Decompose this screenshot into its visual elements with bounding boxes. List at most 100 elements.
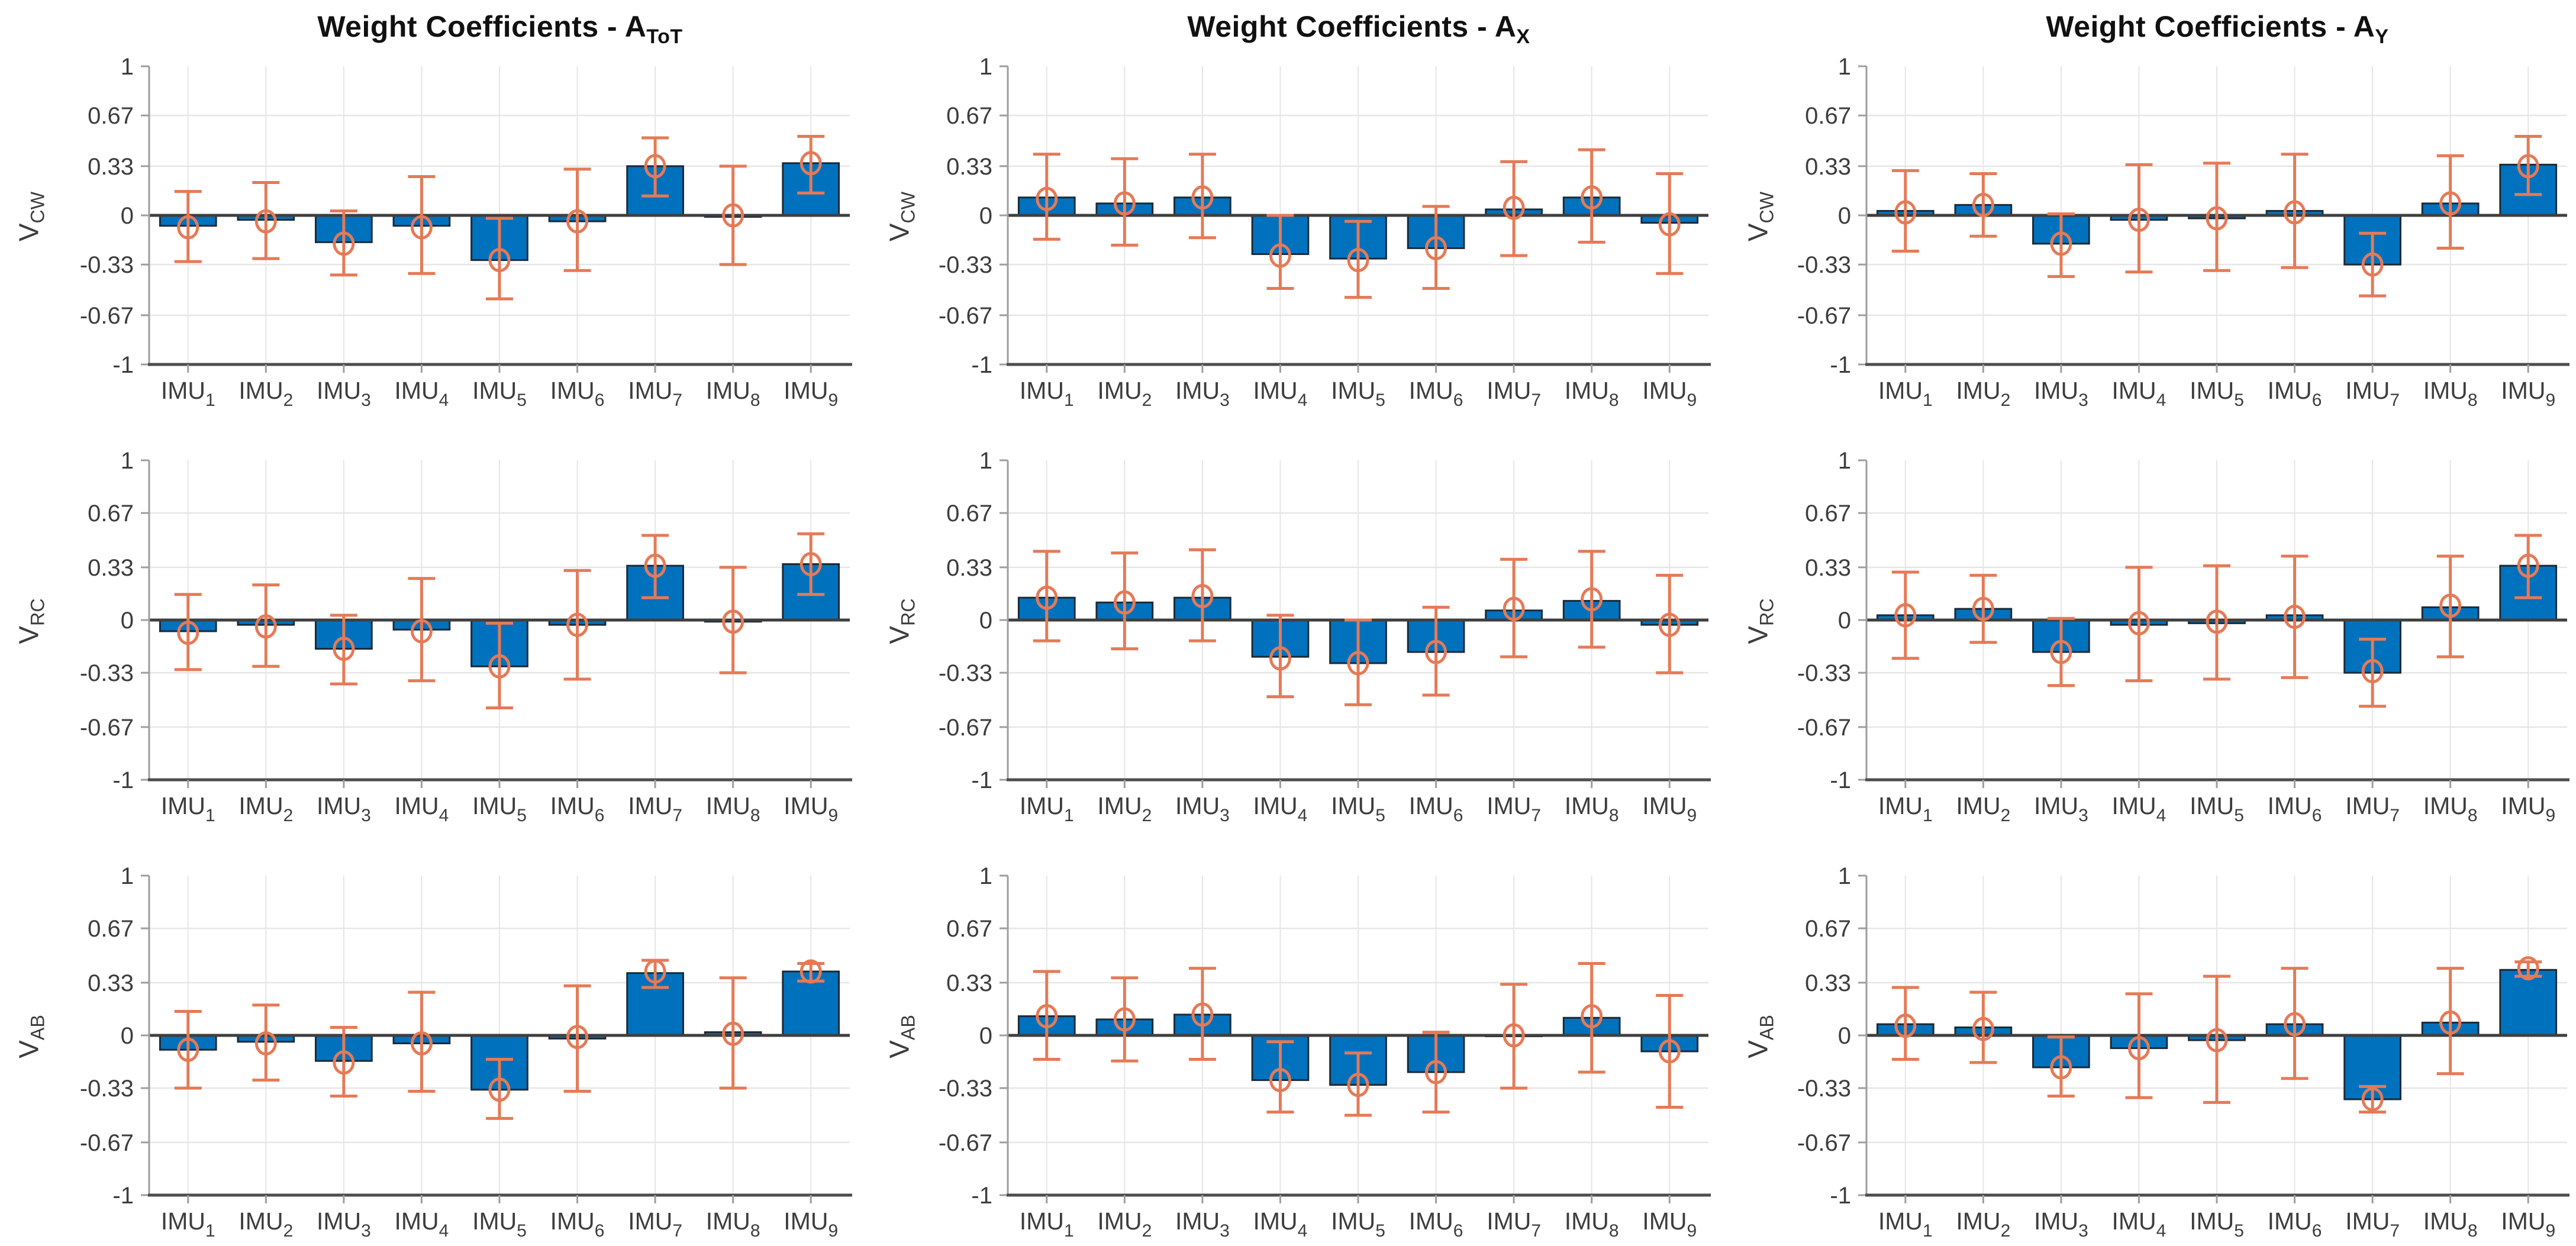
svg-text:IMU9: IMU9 [784,377,838,410]
subplot-atot-vcw: 1 0.67 0.33 0 -0.33 -0.67 -1 IMU1 IMU2 IMU3 IMU4 IM… [0,0,859,415]
svg-text:0.33: 0.33 [1805,555,1851,581]
svg-text:IMU9: IMU9 [784,792,838,825]
svg-text:0: 0 [1838,203,1851,229]
subplot-ax-vrc: 1 0.67 0.33 0 -0.33 -0.67 -1 IMU1 IMU2 IMU3 IMU4 IM… [859,415,1717,831]
svg-text:-0.67: -0.67 [80,715,134,741]
svg-text:-1: -1 [1830,352,1851,378]
svg-text:IMU8: IMU8 [1565,377,1619,410]
svg-text:IMU1: IMU1 [161,377,215,410]
svg-text:0: 0 [1838,608,1851,634]
svg-text:IMU8: IMU8 [2423,377,2478,410]
svg-text:IMU3: IMU3 [1175,1208,1230,1241]
svg-text:IMU1: IMU1 [1020,792,1074,825]
svg-text:-1: -1 [971,767,992,793]
svg-text:-0.33: -0.33 [939,252,992,278]
svg-text:0.67: 0.67 [946,501,992,527]
svg-text:-0.33: -0.33 [939,660,992,686]
svg-text:IMU5: IMU5 [472,377,527,410]
svg-text:IMU1: IMU1 [1020,1208,1074,1241]
svg-text:IMU9: IMU9 [1642,792,1697,825]
svg-text:IMU9: IMU9 [1642,377,1697,410]
chart-svg: 1 0.67 0.33 0 -0.33 -0.67 -1 IMU1 IMU2 IMU3 IMU4 IM… [1797,448,2569,825]
svg-text:1: 1 [979,448,992,474]
svg-text:IMU7: IMU7 [1487,792,1541,825]
svg-text:-1: -1 [971,352,992,378]
y-axis-label-vcw: VCW [13,191,49,242]
svg-text:0.67: 0.67 [946,916,992,942]
svg-text:IMU2: IMU2 [238,1208,293,1241]
svg-text:IMU4: IMU4 [395,792,449,825]
svg-text:IMU4: IMU4 [2112,792,2166,825]
svg-text:-1: -1 [112,1183,134,1209]
svg-text:-0.33: -0.33 [939,1076,992,1102]
svg-text:0: 0 [979,203,992,229]
y-axis-label-vcw: VCW [1742,191,1778,242]
svg-text:0.33: 0.33 [1805,970,1851,996]
svg-text:0.67: 0.67 [1805,501,1851,527]
y-axis-label-vrc: VRC [1742,598,1778,644]
svg-text:IMU7: IMU7 [628,377,682,410]
svg-text:IMU2: IMU2 [1097,792,1152,825]
chart-svg: 1 0.67 0.33 0 -0.33 -0.67 -1 IMU1 IMU2 IMU3 IMU4 IM… [939,54,1711,410]
svg-text:0.33: 0.33 [1805,154,1851,180]
svg-text:-0.67: -0.67 [1797,1130,1851,1156]
svg-text:IMU3: IMU3 [317,1208,371,1241]
chart-title-ay: Weight Coefficients - AY [2046,10,2389,48]
chart-svg: 1 0.67 0.33 0 -0.33 -0.67 -1 IMU1 IMU2 IMU3 IMU4 IM… [939,863,1711,1241]
svg-text:IMU1: IMU1 [1878,1208,1933,1241]
subplot-ay-vrc: 1 0.67 0.33 0 -0.33 -0.67 -1 IMU1 IMU2 IMU3 IMU4 IM… [1717,415,2576,831]
svg-text:IMU6: IMU6 [2268,377,2322,410]
svg-text:IMU2: IMU2 [238,377,293,410]
svg-text:IMU8: IMU8 [706,377,760,410]
svg-text:-0.33: -0.33 [80,660,134,686]
svg-text:-1: -1 [1830,1183,1851,1209]
svg-text:IMU2: IMU2 [1956,1208,2010,1241]
subplot-atot-vab: 1 0.67 0.33 0 -0.33 -0.67 -1 IMU1 IMU2 IMU3 IMU4 IM… [0,831,859,1246]
svg-text:-0.33: -0.33 [80,252,134,278]
svg-text:IMU5: IMU5 [1331,1208,1385,1241]
svg-text:0: 0 [121,203,134,229]
svg-text:0.33: 0.33 [946,555,992,581]
svg-text:IMU9: IMU9 [784,1208,838,1241]
svg-text:IMU7: IMU7 [1487,1208,1541,1241]
svg-text:IMU6: IMU6 [1409,377,1463,410]
svg-text:-0.67: -0.67 [939,1130,992,1156]
svg-text:1: 1 [121,54,134,80]
y-axis-label-vcw: VCW [884,191,919,242]
subplot-ax-vab: 1 0.67 0.33 0 -0.33 -0.67 -1 IMU1 IMU2 IMU3 IMU4 IM… [859,831,1717,1246]
svg-text:IMU2: IMU2 [238,792,293,825]
svg-text:1: 1 [121,448,134,474]
svg-text:0: 0 [1838,1023,1851,1049]
svg-text:IMU3: IMU3 [317,377,371,410]
svg-text:IMU8: IMU8 [706,792,760,825]
svg-text:IMU1: IMU1 [161,792,215,825]
svg-text:-0.67: -0.67 [1797,303,1851,329]
svg-text:IMU6: IMU6 [1409,1208,1463,1241]
svg-text:IMU1: IMU1 [161,1208,215,1241]
svg-text:IMU8: IMU8 [1565,1208,1619,1241]
svg-text:0.67: 0.67 [88,501,134,527]
svg-text:-0.67: -0.67 [939,303,992,329]
svg-text:-1: -1 [1830,767,1851,793]
svg-text:0.67: 0.67 [946,103,992,129]
svg-text:-0.67: -0.67 [939,715,992,741]
svg-text:IMU6: IMU6 [550,1208,605,1241]
svg-text:IMU3: IMU3 [2034,377,2088,410]
subplot-ax-vcw: 1 0.67 0.33 0 -0.33 -0.67 -1 IMU1 IMU2 IMU3 IMU4 IM… [859,0,1717,415]
svg-text:IMU7: IMU7 [2345,377,2400,410]
svg-text:0: 0 [979,1023,992,1049]
svg-text:IMU4: IMU4 [395,377,449,410]
y-axis-label-vrc: VRC [13,598,49,644]
svg-text:IMU5: IMU5 [2190,792,2244,825]
subplot-ay-vcw: 1 0.67 0.33 0 -0.33 -0.67 -1 IMU1 IMU2 IMU3 IMU4 IM… [1717,0,2576,415]
svg-text:-0.67: -0.67 [80,1130,134,1156]
svg-text:-0.67: -0.67 [1797,715,1851,741]
svg-text:IMU2: IMU2 [1956,792,2010,825]
svg-text:0.67: 0.67 [88,916,134,942]
svg-text:IMU5: IMU5 [472,1208,527,1241]
svg-text:IMU7: IMU7 [1487,377,1541,410]
chart-svg: 1 0.67 0.33 0 -0.33 -0.67 -1 IMU1 IMU2 IMU3 IMU4 IM… [80,54,852,410]
svg-text:-1: -1 [112,767,134,793]
svg-text:0.33: 0.33 [88,970,134,996]
chart-svg: 1 0.67 0.33 0 -0.33 -0.67 -1 IMU1 IMU2 IMU3 IMU4 IM… [939,448,1711,825]
